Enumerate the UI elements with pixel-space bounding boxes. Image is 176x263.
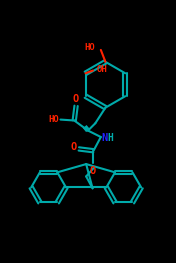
Text: HO: HO: [49, 115, 60, 124]
Text: N: N: [102, 133, 108, 143]
Text: O: O: [73, 94, 79, 104]
Text: O: O: [89, 166, 96, 176]
Text: OH: OH: [97, 65, 107, 74]
Text: H: H: [108, 133, 114, 143]
Text: O: O: [71, 143, 77, 153]
Text: HO: HO: [85, 43, 95, 52]
